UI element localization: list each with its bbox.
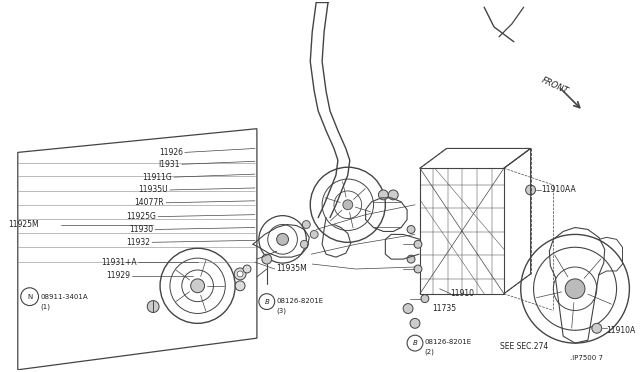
Circle shape (262, 254, 272, 264)
Circle shape (20, 288, 38, 305)
Text: 11925G: 11925G (126, 212, 156, 221)
Circle shape (407, 335, 423, 351)
Text: 08126-8201E: 08126-8201E (276, 298, 324, 304)
Text: B: B (413, 340, 417, 346)
Text: 11925M: 11925M (8, 220, 38, 229)
Circle shape (407, 255, 415, 263)
Circle shape (388, 190, 398, 200)
Text: 11735: 11735 (432, 304, 456, 313)
Text: 11929: 11929 (106, 272, 131, 280)
Text: 11935M: 11935M (276, 264, 307, 273)
Text: FRONT: FRONT (540, 75, 570, 96)
Text: 14077R: 14077R (134, 198, 164, 207)
Text: (3): (3) (276, 307, 287, 314)
Circle shape (403, 304, 413, 314)
Circle shape (302, 221, 310, 228)
Circle shape (310, 231, 318, 238)
Text: 11910: 11910 (451, 289, 475, 298)
Text: 11935U: 11935U (138, 186, 168, 195)
Text: I1931: I1931 (158, 160, 180, 169)
Circle shape (378, 190, 388, 200)
Text: 08911-3401A: 08911-3401A (40, 294, 88, 300)
Circle shape (243, 265, 251, 273)
Circle shape (300, 240, 308, 248)
Text: 11930: 11930 (129, 225, 153, 234)
Circle shape (410, 318, 420, 328)
Text: 11931+A: 11931+A (100, 257, 136, 267)
Text: (1): (1) (40, 303, 51, 310)
Circle shape (407, 225, 415, 233)
Circle shape (565, 279, 585, 299)
Text: 08126-8201E: 08126-8201E (425, 339, 472, 345)
Text: .IP7500 7: .IP7500 7 (570, 355, 603, 361)
Text: B: B (264, 299, 269, 305)
Circle shape (421, 295, 429, 302)
Circle shape (191, 279, 205, 293)
Circle shape (343, 200, 353, 210)
Circle shape (276, 233, 289, 245)
Circle shape (414, 265, 422, 273)
Text: 11911G: 11911G (142, 173, 172, 182)
Text: 11932: 11932 (126, 238, 150, 247)
Text: 11910A: 11910A (607, 326, 636, 335)
Circle shape (147, 301, 159, 312)
Circle shape (259, 294, 275, 310)
Circle shape (234, 268, 246, 280)
Circle shape (592, 323, 602, 333)
Circle shape (525, 185, 536, 195)
Text: (2): (2) (425, 349, 435, 355)
Text: 11926: 11926 (159, 148, 183, 157)
Circle shape (237, 271, 243, 277)
Circle shape (235, 281, 245, 291)
Circle shape (414, 240, 422, 248)
Text: 11910AA: 11910AA (541, 186, 576, 195)
Text: SEE SEC.274: SEE SEC.274 (500, 341, 548, 350)
Text: N: N (27, 294, 32, 300)
